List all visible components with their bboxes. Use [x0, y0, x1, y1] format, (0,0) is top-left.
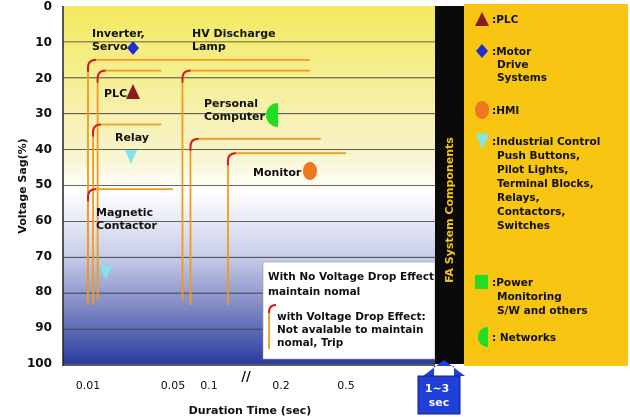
y-tick-30: 30 [35, 106, 52, 120]
y-tick-10: 10 [35, 35, 52, 49]
no-drop-annotation: With No Voltage Drop Effect: maintain no… [268, 271, 442, 298]
x-tick-0.2: 0.2 [272, 379, 290, 392]
x-tick-0.05: 0.05 [161, 379, 186, 392]
fa-components-label: FA System Components [443, 137, 456, 283]
tolerance-curve-start-3 [181, 69, 191, 83]
tolerance-curve-start-7 [87, 188, 97, 202]
legend-power-monitoring-label: :Power Monitoring S/W and others [492, 277, 588, 317]
inverter-servo-marker [127, 41, 139, 55]
legend-power-monitoring-icon [475, 275, 488, 289]
inverter-servo-label: Inverter, Servo [92, 27, 149, 53]
x-tick-0.01: 0.01 [76, 379, 101, 392]
duration-range-box [417, 375, 461, 415]
magnetic-contactor-marker [100, 266, 112, 280]
tolerance-curve-start-4 [92, 123, 102, 137]
legend-motor-drive-icon [476, 44, 488, 58]
y-tick-70: 70 [35, 249, 52, 263]
x-tick-labels: 0.01 0.05 0.1 0.2 0.5 [76, 379, 355, 392]
tolerance-curve-start-1 [87, 58, 97, 72]
device-labels: Inverter, Servo HV Discharge Lamp PLC Pe… [92, 27, 302, 232]
legend-motor-drive-label: :Motor Drive Systems [492, 46, 547, 84]
tolerance-curve-start-6 [226, 152, 236, 166]
personal-computer-marker [266, 103, 278, 127]
relay-label: Relay [115, 131, 149, 144]
hv-discharge-lamp-label: HV Discharge Lamp [192, 27, 279, 53]
legend-hmi-label: :HMI [492, 105, 519, 117]
legend-industrial-control-icon [476, 134, 489, 149]
magnetic-contactor-label: Magnetic Contactor [96, 206, 157, 232]
x-tick-0.1: 0.1 [200, 379, 218, 392]
legend-networks-label: : Networks [492, 332, 556, 344]
personal-computer-label: Personal Computer [204, 97, 266, 123]
y-tick-60: 60 [35, 213, 52, 227]
x-axis-label: Duration Time (sec) [189, 404, 312, 417]
legend-industrial-control-label: :Industrial Control Push Buttons, Pilot … [492, 136, 604, 232]
legend: :PLC :Motor Drive Systems :HMI :Industri… [475, 12, 604, 347]
drop-annotation: with Voltage Drop Effect: Not avalable t… [277, 311, 429, 349]
annotation-curve-sample-start [268, 304, 277, 314]
x-tick-0.5: 0.5 [337, 379, 355, 392]
monitor-marker [303, 162, 317, 180]
gridlines [63, 41, 435, 330]
legend-plc-label: :PLC [492, 14, 519, 26]
legend-hmi-icon [475, 101, 489, 119]
relay-marker [125, 150, 137, 164]
y-tick-90: 90 [35, 320, 52, 334]
duration-range-arrow [423, 360, 465, 376]
y-tick-80: 80 [35, 284, 52, 298]
axis-break-mark: // [241, 370, 251, 385]
duration-range-label: 1~3 sec [425, 382, 453, 409]
y-tick-0: 0 [44, 0, 52, 13]
monitor-label: Monitor [253, 166, 302, 179]
plc-marker [126, 84, 140, 99]
y-tick-50: 50 [35, 177, 52, 191]
plc-label: PLC [104, 87, 127, 100]
tolerance-curves [87, 58, 346, 305]
y-axis-label: Voltage Sag(%) [16, 138, 29, 233]
y-tick-100: 100 [27, 356, 52, 370]
legend-panel [464, 4, 628, 366]
annotation-box [262, 261, 436, 360]
fa-components-bar [435, 6, 464, 364]
y-tick-20: 20 [35, 71, 52, 85]
y-tick-40: 40 [35, 142, 52, 156]
tolerance-curve-start-2 [96, 69, 106, 83]
legend-networks-icon [478, 327, 488, 347]
legend-plc-icon [475, 12, 489, 26]
y-tick-labels: 0 10 20 30 40 50 60 70 80 90 100 [27, 0, 52, 370]
tolerance-curve-start-5 [189, 137, 199, 151]
